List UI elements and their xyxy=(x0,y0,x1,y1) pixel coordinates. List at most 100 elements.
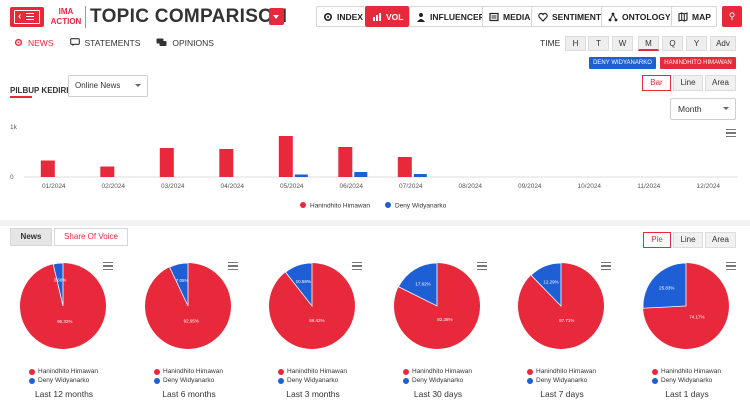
bar-hanin[interactable] xyxy=(40,160,55,178)
time-q-button[interactable]: Q xyxy=(662,36,683,51)
top-area-button[interactable]: Area xyxy=(705,75,736,91)
pie-menu-icon[interactable] xyxy=(103,262,113,270)
top-line-button[interactable]: Line xyxy=(673,75,703,91)
bar-chart-menu-icon[interactable] xyxy=(726,129,736,137)
bar-chart-icon xyxy=(371,11,382,22)
brand-line1: IMA xyxy=(58,7,74,16)
source-select[interactable]: Online News xyxy=(68,75,148,97)
bottom-pie-button[interactable]: Pie xyxy=(643,232,671,248)
nav-influencer-button[interactable]: INFLUENCER xyxy=(409,6,491,27)
period-select[interactable]: Month xyxy=(670,98,736,120)
legend-hanin[interactable]: Hanindhito Himawan xyxy=(310,203,370,210)
bar-hanin[interactable] xyxy=(219,149,234,177)
pie-menu-icon[interactable] xyxy=(352,262,362,270)
x-tick-label: 07/2024 xyxy=(399,183,423,190)
bar-hanin[interactable] xyxy=(100,166,115,178)
pie-legend-item-deny[interactable]: Deny Widyanarko xyxy=(278,376,347,385)
time-label: TIME xyxy=(540,38,561,48)
x-tick-label: 04/2024 xyxy=(221,183,245,190)
bar-hanin[interactable] xyxy=(397,157,412,177)
hanin-series-button[interactable]: HANINDHITO HIMAWAN xyxy=(660,57,736,69)
pie-legend-item-deny[interactable]: Deny Widyanarko xyxy=(154,376,223,385)
nav-index-button[interactable]: INDEX xyxy=(316,6,369,27)
time-m-button[interactable]: M xyxy=(638,36,659,51)
pie-legend-item-deny[interactable]: Deny Widyanarko xyxy=(652,376,721,385)
y-tick-0: 0 xyxy=(10,174,14,181)
user-menu-button[interactable]: ⚲ xyxy=(722,6,742,27)
pie-menu-icon[interactable] xyxy=(601,262,611,270)
pie-legend-item-hanin[interactable]: Hanindhito Himawan xyxy=(278,367,347,376)
pie-menu-icon[interactable] xyxy=(726,262,736,270)
tab-statements[interactable]: STATEMENTS xyxy=(69,36,140,50)
time-adv-button[interactable]: Adv xyxy=(710,36,736,51)
nav-media-label: MEDIA xyxy=(503,11,531,22)
pie-legend-label: Deny Widyanarko xyxy=(412,377,464,384)
menu-lines-icon xyxy=(26,13,34,20)
x-tick-label: 03/2024 xyxy=(161,183,185,190)
pie-slice-deny[interactable] xyxy=(530,262,562,307)
time-y-button[interactable]: Y xyxy=(686,36,707,51)
pie-legend-item-deny[interactable]: Deny Widyanarko xyxy=(403,376,472,385)
pie-legend-item-hanin[interactable]: Hanindhito Himawan xyxy=(403,367,472,376)
brand-divider xyxy=(85,6,86,28)
pie-legend-item-hanin[interactable]: Hanindhito Himawan xyxy=(652,367,721,376)
pie-slice-deny[interactable] xyxy=(169,262,189,307)
legend-dot xyxy=(278,368,284,375)
top-bar-button[interactable]: Bar xyxy=(642,75,671,91)
bar-hanin[interactable] xyxy=(159,148,174,177)
bar-deny[interactable] xyxy=(413,174,427,177)
region-title-underline xyxy=(10,96,32,98)
brand-line2: ACTION xyxy=(50,17,82,26)
bar-deny[interactable] xyxy=(354,172,368,177)
pie-legend-label: Deny Widyanarko xyxy=(536,377,588,384)
pie-menu-icon[interactable] xyxy=(228,262,238,270)
pie-legend-label: Hanindhito Himawan xyxy=(163,368,223,375)
pie-legend-item-deny[interactable]: Deny Widyanarko xyxy=(527,376,596,385)
pie-label-deny: 10.58% xyxy=(296,279,311,284)
pie-period-label: Last 7 days xyxy=(540,389,584,399)
pie-slice-deny[interactable] xyxy=(642,262,687,309)
pie-legend-label: Hanindhito Himawan xyxy=(412,368,472,375)
pie-legend-item-hanin[interactable]: Hanindhito Himawan xyxy=(527,367,596,376)
pie-legend-item-hanin[interactable]: Hanindhito Himawan xyxy=(29,367,98,376)
pie-slice-deny[interactable] xyxy=(284,262,313,308)
bar-hanin[interactable] xyxy=(278,136,293,177)
pie-legend-item-deny[interactable]: Deny Widyanarko xyxy=(29,376,98,385)
pie-legend-label: Hanindhito Himawan xyxy=(287,368,347,375)
pie-slice-deny[interactable] xyxy=(398,262,438,307)
menu-frame-icon xyxy=(14,10,40,24)
bottom-area-button[interactable]: Area xyxy=(705,232,736,248)
legend-deny[interactable]: Deny Widyanarko xyxy=(395,203,447,210)
nav-media-button[interactable]: MEDIA xyxy=(482,6,537,27)
pie-slice-deny[interactable] xyxy=(52,262,64,307)
pie-card: 10.58% 89.42% Hanindhito Himawan Deny Widya… xyxy=(251,256,375,406)
pie-legend-label: Deny Widyanarko xyxy=(38,377,90,384)
lower-tab-share-of-voice[interactable]: Share Of Voice xyxy=(54,228,128,246)
person-icon xyxy=(415,11,426,22)
pie-legend: Hanindhito Himawan Deny Widyanarko xyxy=(29,367,98,385)
pie-chart: 10.58% 89.42% xyxy=(269,262,355,349)
time-t-button[interactable]: T xyxy=(588,36,609,51)
time-w-button[interactable]: W xyxy=(612,36,633,51)
nav-map-button[interactable]: MAP xyxy=(671,6,717,27)
deny-series-button[interactable]: DENY WIDYANARKO xyxy=(589,57,656,69)
pie-menu-icon[interactable] xyxy=(477,262,487,270)
pie-chart: 3.68% 96.32% xyxy=(20,262,106,349)
legend-dot xyxy=(154,377,160,384)
lower-tab-news[interactable]: News xyxy=(10,228,52,246)
title-dropdown-button[interactable] xyxy=(269,8,284,25)
time-h-button[interactable]: H xyxy=(565,36,586,51)
bottom-line-button[interactable]: Line xyxy=(673,232,703,248)
tab-news[interactable]: NEWS xyxy=(14,36,54,50)
nav-vol-button[interactable]: VOL xyxy=(365,6,410,27)
back-menu-button[interactable]: ‹ xyxy=(10,7,44,27)
pie-label-deny: 17.62% xyxy=(415,281,430,286)
user-icon: ⚲ xyxy=(728,11,736,21)
bar-deny[interactable] xyxy=(294,174,308,178)
tab-opinions[interactable]: OPINIONS xyxy=(156,36,214,50)
nav-ontology-button[interactable]: ONTOLOGY xyxy=(601,6,677,27)
region-title: PILBUP KEDIRI xyxy=(10,86,69,95)
bar-hanin[interactable] xyxy=(338,147,353,177)
pie-legend-item-hanin[interactable]: Hanindhito Himawan xyxy=(154,367,223,376)
nav-sentiment-button[interactable]: SENTIMENT xyxy=(531,6,608,27)
